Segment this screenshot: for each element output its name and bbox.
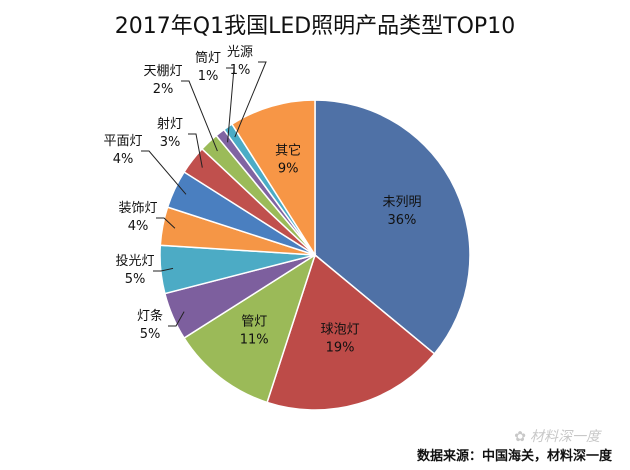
slice-category-label: 光源 <box>227 45 253 60</box>
slice-category-label: 投光灯 <box>115 253 154 269</box>
chart-title: 2017年Q1我国LED照明产品类型TOP10 <box>114 14 516 39</box>
leader-line <box>141 150 187 195</box>
leader-line <box>153 267 174 272</box>
slice-category-label: 天棚灯 <box>143 64 182 79</box>
slice-value-label: 4% <box>128 219 149 234</box>
leader-line <box>226 67 235 143</box>
slice-value-label: 4% <box>113 152 134 167</box>
watermark-text: 材料深一度 <box>530 429 600 445</box>
slice-category-label: 未列明 <box>382 195 421 210</box>
slice-category-label: 管灯 <box>241 314 267 329</box>
leader-line <box>156 217 176 229</box>
slice-category-label: 平面灯 <box>103 134 142 149</box>
slice-category-label: 装饰灯 <box>118 201 157 216</box>
slice-category-label: 其它 <box>275 143 301 159</box>
pie-slice <box>314 99 471 355</box>
slice-value-label: 1% <box>198 69 219 84</box>
slice-labels: 未列明 36% 球泡灯 19% 管灯 11% 灯条 5% 投光灯 5% 装饰灯 4% 平面灯 4% 射灯 3%… <box>103 45 421 355</box>
leader-line <box>168 311 185 327</box>
leader-line <box>188 133 203 168</box>
slice-value-label: 3% <box>160 135 181 150</box>
pie-slice <box>230 99 316 258</box>
slice-value-label: 5% <box>125 272 146 287</box>
slice-category-label: 灯条 <box>137 308 163 324</box>
slice-value-label: 5% <box>140 327 161 342</box>
slice-category-label: 筒灯 <box>195 50 221 66</box>
slice-value-label: 9% <box>278 162 299 177</box>
slice-category-label: 球泡灯 <box>321 322 360 337</box>
slice-value-label: 2% <box>153 82 174 97</box>
slice-category-label: 射灯 <box>157 116 183 132</box>
leader-lines <box>141 61 267 327</box>
slice-value-label: 19% <box>326 340 355 355</box>
pie-slices <box>159 99 471 411</box>
slice-value-label: 36% <box>388 213 417 228</box>
source-note: 数据来源：中国海关，材料深一度 <box>416 449 612 464</box>
pie-slice <box>183 253 317 404</box>
leader-line <box>181 80 218 152</box>
slice-value-label: 11% <box>240 332 269 347</box>
wechat-icon: ✿ <box>514 429 526 445</box>
leader-line <box>234 61 267 138</box>
watermark: ✿ 材料深一度 <box>514 426 600 446</box>
slice-value-label: 1% <box>230 63 251 78</box>
pie-slice <box>266 253 436 411</box>
